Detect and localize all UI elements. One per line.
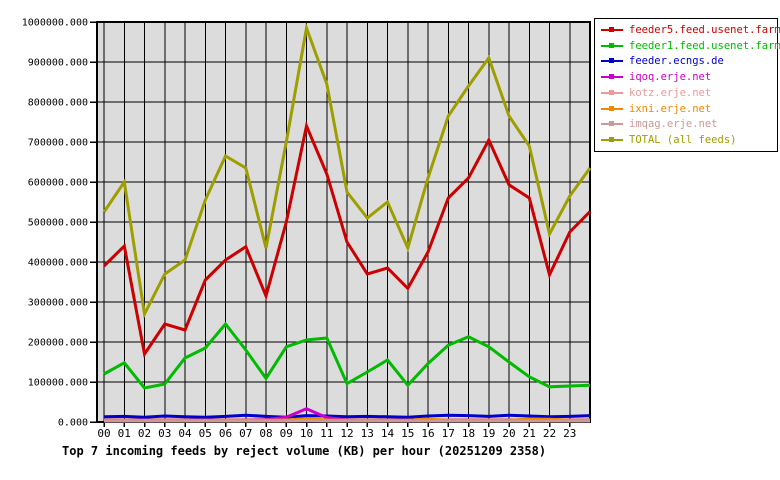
x-axis-label: 14 <box>381 427 395 440</box>
x-axis-label: 13 <box>361 427 374 440</box>
x-axis-label: 05 <box>199 427 212 440</box>
legend-marker-icon <box>601 105 623 111</box>
legend-item: kotz.erje.net <box>601 86 777 100</box>
y-axis-label: 900000.000 <box>28 58 88 69</box>
legend-label: imqag.erje.net <box>629 118 718 131</box>
x-axis-label: 22 <box>543 427 556 440</box>
series-line-feeder-ecngs-de <box>103 413 591 419</box>
legend-marker-icon <box>601 137 623 143</box>
y-axis-label: 100000.000 <box>28 378 88 389</box>
x-axis-label: 07 <box>239 427 252 440</box>
series-line-feeder5-feed-usenet-farm <box>102 121 592 358</box>
legend-marker-point-icon <box>609 26 614 32</box>
x-axis-label: 00 <box>97 427 110 440</box>
legend-item: feeder.ecngs.de <box>601 54 777 68</box>
y-axis-label: 400000.000 <box>28 258 88 269</box>
x-axis-label: 20 <box>502 427 515 440</box>
legend-marker-icon <box>601 121 623 127</box>
legend-item: feeder5.feed.usenet.farm <box>601 23 780 37</box>
chart-title: Top 7 incoming feeds by reject volume (K… <box>62 444 547 458</box>
legend-marker-point-icon <box>609 137 614 143</box>
x-axis-label: 18 <box>462 427 475 440</box>
legend-label: iqoq.erje.net <box>629 71 712 84</box>
x-axis-label: 12 <box>340 427 353 440</box>
legend-marker-point-icon <box>609 121 614 127</box>
x-axis-label: 21 <box>523 427 536 440</box>
legend-marker-icon <box>601 26 623 32</box>
legend-marker-icon <box>601 42 623 48</box>
x-axis-label: 08 <box>259 427 272 440</box>
x-axis-label: 15 <box>401 427 414 440</box>
legend-label: feeder1.feed.usenet.farm <box>629 39 780 52</box>
series-line-TOTAL-all-feeds- <box>102 22 592 319</box>
y-axis-label: 700000.000 <box>28 138 88 149</box>
y-axis-label: 500000.000 <box>28 218 88 229</box>
legend-label: kotz.erje.net <box>629 86 712 99</box>
y-axis-label: 600000.000 <box>28 178 88 189</box>
legend-marker-point-icon <box>609 89 614 95</box>
legend-marker-point-icon <box>609 74 614 80</box>
legend-marker-icon <box>601 74 623 80</box>
y-axis-label: 800000.000 <box>28 98 88 109</box>
y-axis-label: 200000.000 <box>28 338 88 349</box>
legend-label: TOTAL (all feeds) <box>629 134 737 147</box>
x-axis-label: 09 <box>280 427 293 440</box>
x-axis-label: 03 <box>158 427 171 440</box>
legend: feeder5.feed.usenet.farm feeder1.feed.use… <box>594 18 780 152</box>
x-axis-label: 06 <box>219 427 232 440</box>
x-axis-label: 19 <box>482 427 495 440</box>
legend-item: imqag.erje.net <box>601 117 777 131</box>
legend-marker-point-icon <box>609 58 614 64</box>
x-axis-label: 11 <box>320 427 333 440</box>
series-line-feeder1-feed-usenet-farm <box>103 321 591 390</box>
legend-label: feeder5.feed.usenet.farm <box>629 23 780 36</box>
legend-label: feeder.ecngs.de <box>629 55 724 68</box>
legend-item: feeder1.feed.usenet.farm <box>601 39 780 53</box>
x-axis-label: 02 <box>138 427 151 440</box>
legend-label: ixni.erje.net <box>629 102 712 115</box>
y-axis-label: 300000.000 <box>28 298 88 309</box>
x-axis-label: 01 <box>118 427 131 440</box>
legend-marker-point-icon <box>609 42 614 48</box>
x-axis-label: 16 <box>421 427 434 440</box>
x-axis-label: 10 <box>300 427 313 440</box>
legend-item: TOTAL (all feeds) <box>601 133 777 147</box>
legend-marker-icon <box>601 58 623 64</box>
y-axis-label: 1000000.000 <box>22 18 88 29</box>
x-axis-label: 17 <box>442 427 455 440</box>
x-axis-label: 04 <box>178 427 192 440</box>
legend-item: iqoq.erje.net <box>601 70 777 84</box>
legend-marker-icon <box>601 89 623 95</box>
x-axis-label: 23 <box>563 427 576 440</box>
legend-item: ixni.erje.net <box>601 102 777 116</box>
y-axis-label: 0.000 <box>58 418 88 429</box>
legend-marker-point-icon <box>609 105 614 111</box>
